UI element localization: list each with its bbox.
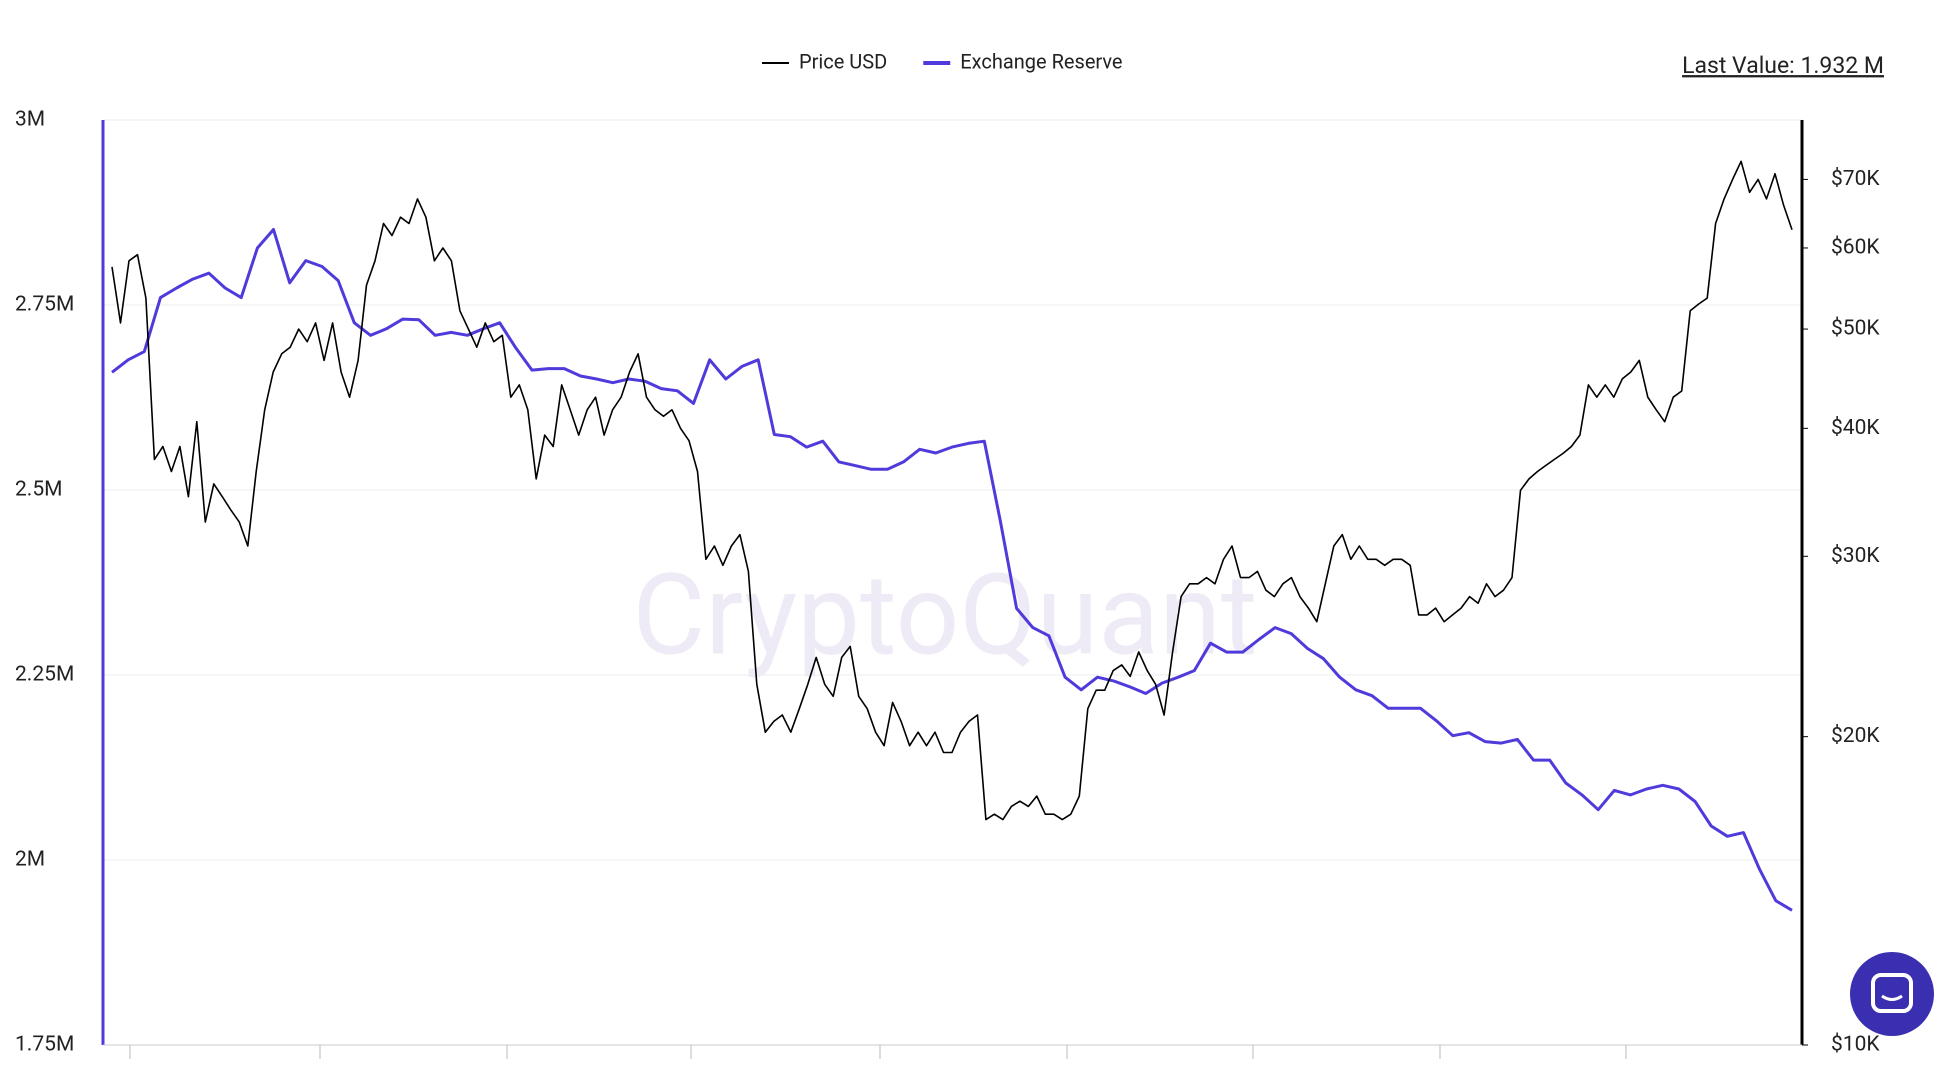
y2-tick-label: $70K <box>1831 167 1880 191</box>
legend-label[interactable]: Exchange Reserve <box>960 49 1122 73</box>
y-tick-label: 2.5M <box>15 478 62 502</box>
series-line <box>111 160 1793 821</box>
legend[interactable]: Price USD Exchange Reserve <box>762 49 1123 73</box>
chat-icon-smile[interactable] <box>1881 994 1903 1001</box>
y-tick-label: 1.75M <box>15 1033 74 1057</box>
y2-tick-label: $50K <box>1831 317 1880 341</box>
y2-tick-label: $30K <box>1831 544 1880 568</box>
y-tick-label: 2.25M <box>15 663 74 687</box>
y-tick-label: 3M <box>15 108 45 132</box>
last-value: Last Value: 1.932 M <box>1682 52 1884 79</box>
series-line <box>111 228 1793 912</box>
chat-circle[interactable] <box>1850 952 1934 1036</box>
watermark: CryptoQuant <box>632 551 1257 682</box>
y-tick-label: 2M <box>15 848 45 872</box>
y2-tick-label: $40K <box>1831 416 1880 440</box>
y2-tick-label: $60K <box>1831 236 1880 260</box>
legend-label[interactable]: Price USD <box>799 49 887 73</box>
y2-tick-label: $10K <box>1831 1033 1880 1057</box>
chat-button[interactable] <box>1850 952 1934 1036</box>
y2-tick-label: $20K <box>1831 724 1880 748</box>
y-tick-label: 2.75M <box>15 293 74 317</box>
chat-icon[interactable] <box>1871 973 1913 1013</box>
